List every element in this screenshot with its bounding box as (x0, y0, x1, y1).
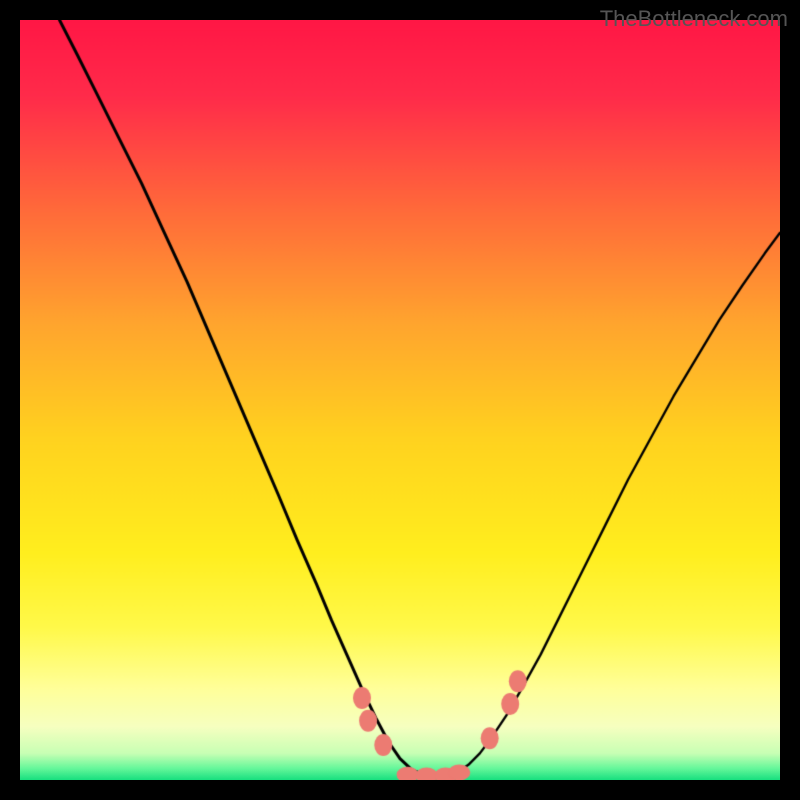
watermark-text: TheBottleneck.com (600, 6, 788, 32)
bottleneck-curve-chart (20, 20, 780, 780)
